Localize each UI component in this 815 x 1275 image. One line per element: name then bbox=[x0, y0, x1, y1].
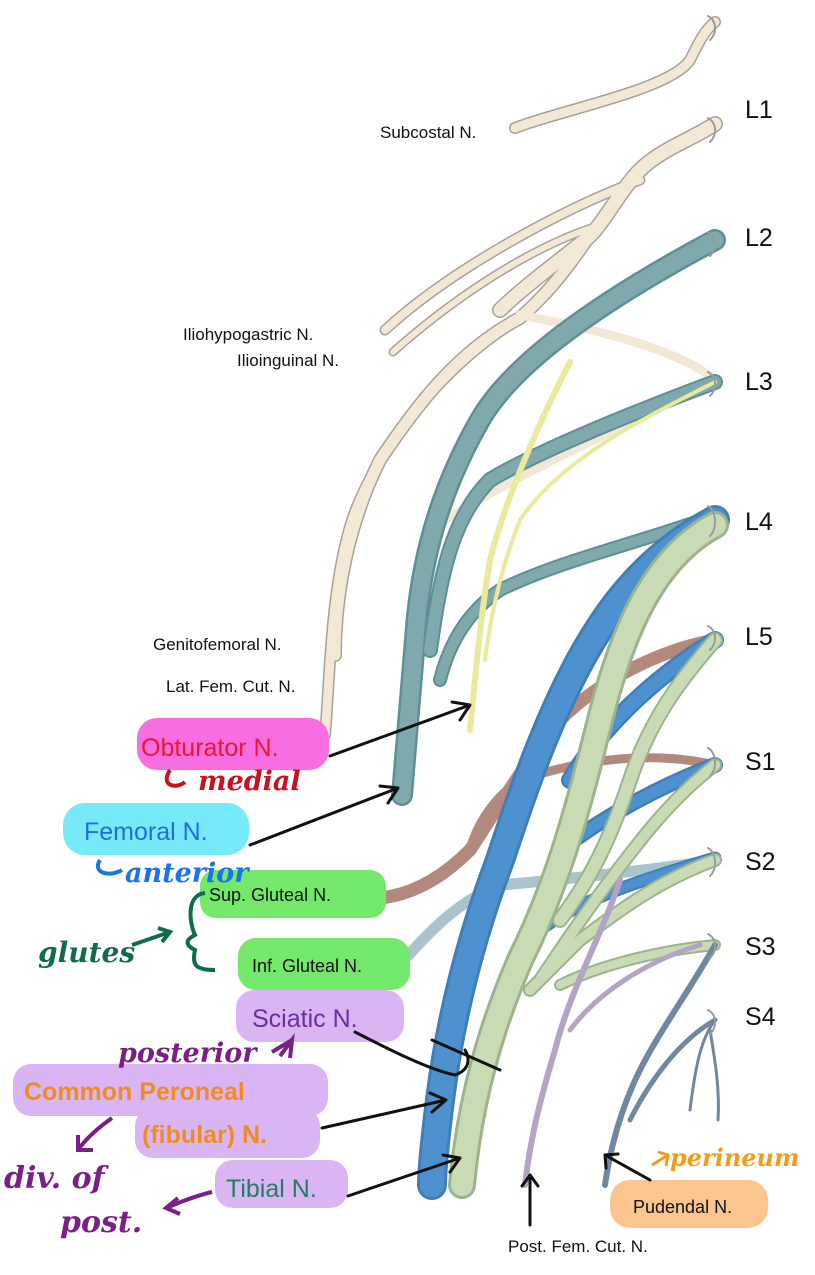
obturator-label: Obturator N. bbox=[141, 734, 279, 762]
common-peroneal-fill bbox=[451, 514, 726, 1196]
arrow-femoral bbox=[248, 784, 400, 847]
level-label: S3 bbox=[745, 933, 776, 961]
tibial-label: Tibial N. bbox=[226, 1175, 317, 1203]
common-peroneal-label-2: (fibular) N. bbox=[142, 1121, 267, 1149]
tibial-highlight bbox=[215, 1160, 348, 1208]
sciatic-highlight bbox=[236, 990, 404, 1042]
arrow-pudendal bbox=[603, 1152, 652, 1182]
lat-fem-cut-label: Lat. Fem. Cut. N. bbox=[166, 677, 295, 696]
pointer-arrows bbox=[248, 700, 652, 1227]
spinal-level-labels: L1 L2 L3 L4 L5 S1 S2 S3 S4 bbox=[745, 96, 776, 1031]
sciatic-label: Sciatic N. bbox=[252, 1005, 358, 1033]
highlighted-labels: Obturator N. Femoral N. Sup. Gluteal N. … bbox=[13, 718, 768, 1228]
handwritten-anterior: anterior bbox=[125, 858, 250, 889]
root-stumps bbox=[707, 15, 716, 1035]
pudendal-highlight bbox=[610, 1180, 768, 1228]
level-label: L5 bbox=[745, 623, 773, 651]
common-peroneal-label: Common Peroneal bbox=[24, 1078, 245, 1106]
printed-nerve-labels: Subcostal N. Iliohypogastric N. Ilioingu… bbox=[153, 123, 648, 1256]
genitofemoral-label: Genitofemoral N. bbox=[153, 635, 282, 654]
post-fem-cut-nerve bbox=[522, 877, 703, 1188]
level-label: L1 bbox=[745, 96, 773, 124]
post-fem-cut-label: Post. Fem. Cut. N. bbox=[508, 1237, 648, 1256]
handwritten-glutes: glutes bbox=[38, 936, 135, 969]
common-peroneal-highlight bbox=[13, 1064, 328, 1116]
handwritten-div-of: div. of bbox=[4, 1161, 110, 1196]
handwritten-posterior: posterior bbox=[118, 1038, 258, 1069]
common-peroneal-highlight-2 bbox=[135, 1108, 320, 1158]
arrow-obturator bbox=[328, 700, 472, 758]
arrow-tibial bbox=[346, 1153, 462, 1198]
level-label: S4 bbox=[745, 1003, 776, 1031]
handwritten-post: post. bbox=[60, 1205, 142, 1240]
arrow-post-fem-cut bbox=[520, 1173, 540, 1227]
arrow-peroneal bbox=[320, 1091, 448, 1130]
level-label: L3 bbox=[745, 368, 773, 396]
handwritten-medial: medial bbox=[198, 766, 301, 797]
femoral-label: Femoral N. bbox=[84, 818, 208, 846]
level-label: L2 bbox=[745, 224, 773, 252]
obturator-highlight bbox=[137, 718, 329, 770]
ilioinguinal-label: Ilioinguinal N. bbox=[237, 351, 339, 370]
pudendal-label: Pudendal N. bbox=[633, 1197, 732, 1217]
inf-gluteal-label: Inf. Gluteal N. bbox=[252, 956, 362, 976]
sup-gluteal-highlight bbox=[200, 870, 386, 918]
level-label: L4 bbox=[745, 508, 773, 536]
handwritten-annotations: medial anterior glutes posterior div. of… bbox=[4, 766, 799, 1240]
femoral-fill bbox=[393, 231, 724, 804]
arrow-sciatic bbox=[353, 1030, 470, 1077]
lat-fem-cut-nerve bbox=[467, 359, 573, 733]
subcostal-label: Subcostal N. bbox=[380, 123, 476, 142]
handwritten-perineum: perineum bbox=[670, 1143, 799, 1172]
glutes-bracket bbox=[185, 891, 216, 972]
level-label: S1 bbox=[745, 748, 776, 776]
pudendal-nerve bbox=[602, 942, 720, 1188]
sup-gluteal-label: Sup. Gluteal N. bbox=[209, 885, 331, 905]
inf-gluteal-highlight bbox=[238, 938, 410, 990]
iliohypogastric-label: Iliohypogastric N. bbox=[183, 325, 313, 344]
femoral-highlight bbox=[63, 803, 249, 855]
nerve-illustration bbox=[319, 15, 730, 1200]
level-label: S2 bbox=[745, 848, 776, 876]
